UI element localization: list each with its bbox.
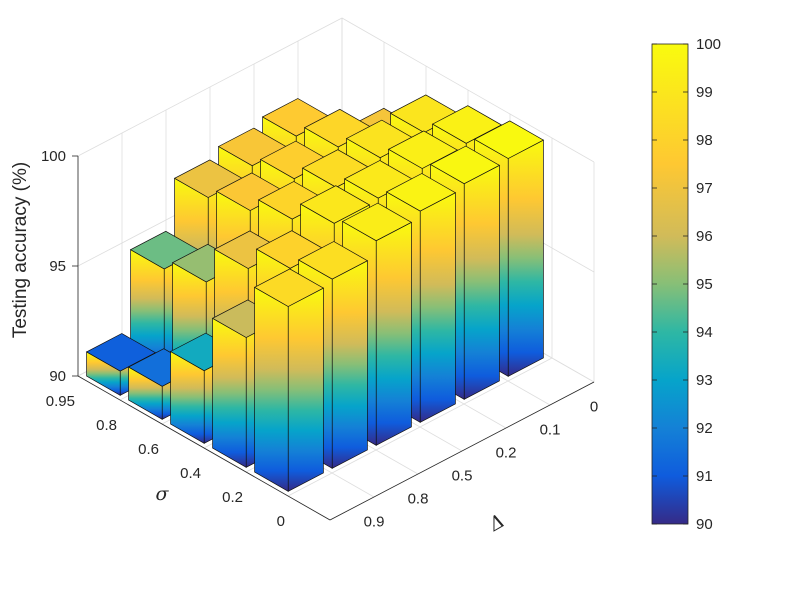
colorbar-tick-label: 90 (696, 516, 713, 533)
colorbar-tick-label: 95 (696, 276, 713, 293)
y-tick-label: 0.8 (96, 417, 117, 434)
bar-face-front (331, 260, 368, 469)
y-tick-label: 0.2 (222, 489, 243, 506)
bar-face-front (507, 139, 544, 377)
bar-face-top (253, 268, 325, 307)
z-tick-label: 90 (49, 368, 66, 385)
colorbar-tick-label: 98 (696, 132, 713, 149)
colorbar-tick-label: 97 (696, 180, 713, 197)
bar-face-left (212, 317, 247, 468)
bar-face-left (254, 286, 289, 492)
bars-layer (85, 94, 545, 492)
bar (253, 268, 325, 492)
z-tick-label: 100 (41, 148, 66, 165)
bar-face-top (473, 120, 545, 159)
z-tick-label: 95 (49, 258, 66, 275)
x-tick-label: 0.5 (452, 468, 473, 485)
colorbar-tick-label: 100 (696, 36, 721, 53)
bar-face-front (463, 164, 500, 400)
bar-face-top (297, 241, 369, 280)
bar-face-top (429, 145, 501, 185)
colorbar: 90 91 92 93 94 95 96 97 98 99 100 (651, 36, 721, 533)
bar-face-front (287, 287, 324, 492)
x-tick-label: 0.2 (496, 445, 517, 462)
y-tick-label: 0.6 (138, 441, 159, 458)
colorbar-tick-label: 91 (696, 468, 713, 485)
y-tick-label: 0.95 (46, 393, 75, 410)
y-axis-label: σ (156, 483, 170, 505)
x-tick-label: 0 (590, 399, 598, 416)
bar-face-top (341, 202, 413, 242)
colorbar-tick-label: 93 (696, 372, 713, 389)
z-axis-label: Testing accuracy (%) (10, 162, 31, 338)
x-tick-label: 0.8 (408, 491, 429, 508)
x-tick-label: 0.9 (364, 514, 385, 531)
bar-face-front (375, 221, 412, 446)
colorbar-tick-label: 94 (696, 324, 713, 341)
bar-face-top (299, 185, 371, 224)
y-tick-label: 0 (277, 513, 285, 530)
colorbar-tick-label: 99 (696, 84, 713, 101)
bar-face-top (385, 173, 457, 212)
colorbar-tick-label: 92 (696, 420, 713, 437)
x-axis-label: Δ (485, 510, 509, 536)
colorbar-tick-label: 96 (696, 228, 713, 245)
x-tick-label: 0.1 (540, 422, 561, 439)
y-tick-label: 0.4 (180, 465, 201, 482)
bar-face-front (419, 192, 456, 423)
axis-layer: 0.9 0.8 0.5 0.2 0.1 0 0 0.2 0.4 0.6 0.8 0.95 90 95 100 (41, 148, 598, 531)
colorbar-gradient (651, 43, 689, 525)
